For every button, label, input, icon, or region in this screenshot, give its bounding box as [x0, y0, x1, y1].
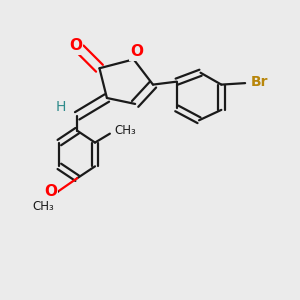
Text: O: O: [69, 38, 82, 53]
Text: CH₃: CH₃: [32, 200, 54, 213]
Text: O: O: [130, 44, 143, 59]
Text: H: H: [56, 100, 66, 114]
Text: O: O: [44, 184, 57, 199]
Text: CH₃: CH₃: [114, 124, 136, 137]
Text: Br: Br: [250, 75, 268, 89]
